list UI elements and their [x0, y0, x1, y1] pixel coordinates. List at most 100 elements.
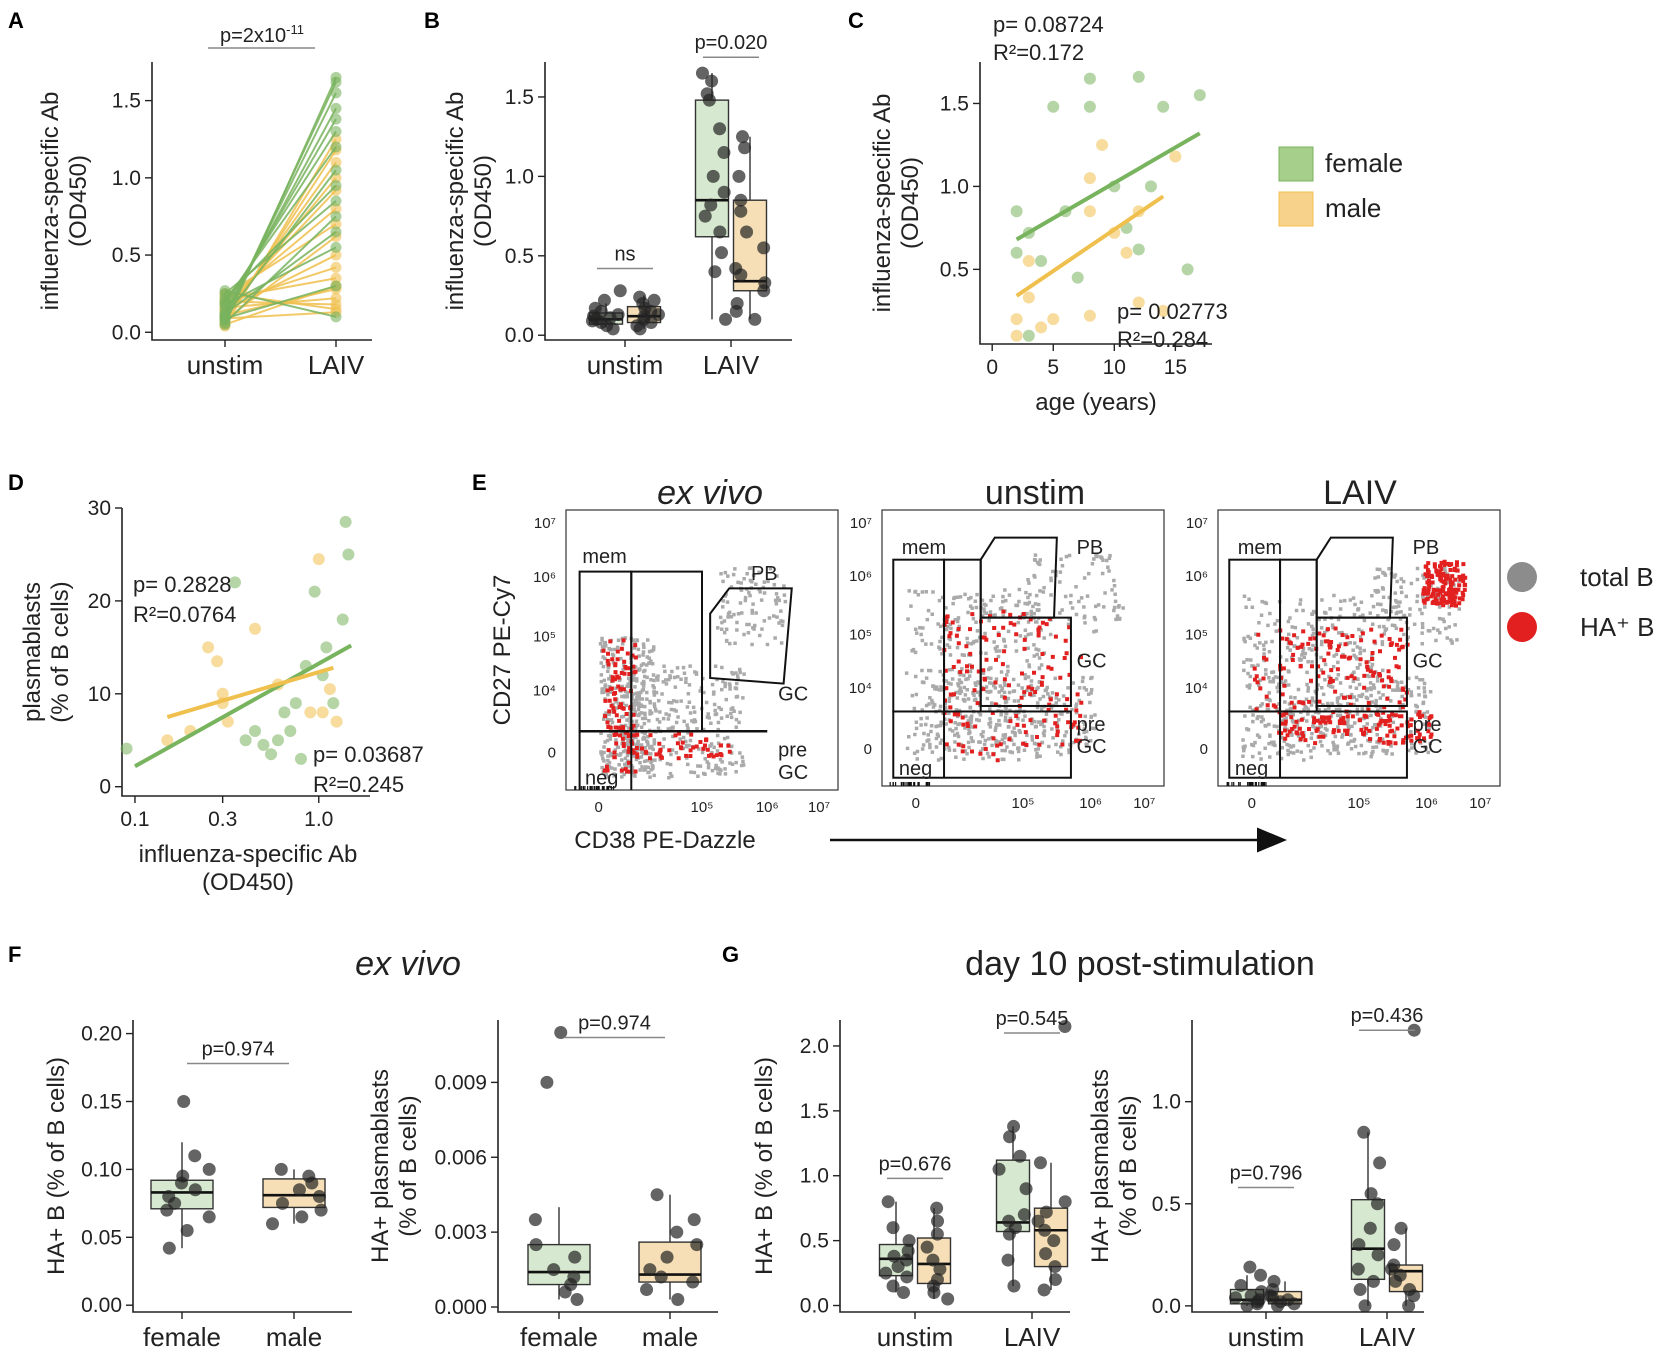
box-point [926, 1253, 940, 1267]
female-p-value: p= 0.03687 [313, 742, 424, 767]
scatter-point-female [1181, 263, 1194, 276]
gate-label-gc2: GC [1413, 736, 1443, 758]
box-point [188, 1149, 202, 1163]
ytick-label: 0.5 [112, 244, 141, 267]
box-point [1234, 1278, 1248, 1292]
pair-point-female [330, 280, 342, 292]
male-p-value: p= 0.2828 [133, 572, 231, 597]
ytick-label: 0.0 [112, 321, 141, 344]
box-point [568, 1250, 582, 1264]
pair-point-male [330, 261, 342, 273]
gate-label-mem: mem [582, 546, 626, 568]
ytick-label: 0.0 [1152, 1295, 1181, 1318]
flow-xtick-label: 10⁶ [1079, 795, 1102, 812]
box-point [654, 1270, 668, 1284]
box-point [1031, 1214, 1045, 1228]
flow-xtick-label: 10⁷ [1469, 795, 1491, 812]
flow-xtick-label: 0 [1248, 795, 1256, 812]
box-point [1039, 1247, 1053, 1261]
gate-label-mem: mem [1238, 537, 1282, 559]
ytick-label: 1.0 [800, 1165, 829, 1188]
box-point [1001, 1253, 1015, 1267]
panel-label-c: C [848, 8, 864, 33]
box-point [886, 1221, 900, 1235]
scatter-point-female [1083, 72, 1096, 85]
scatter-point-female [339, 515, 352, 528]
scatter-point-female [1035, 255, 1048, 268]
box-point [708, 265, 722, 279]
charts: 0.0 0.5 1.0 1.5 influenza-specific Ab (OD450)… [19, 12, 1424, 1352]
pvalue-label: p=0.436 [1351, 1005, 1424, 1027]
box-point [1243, 1260, 1257, 1274]
pair-line-male [224, 189, 337, 309]
box-point [901, 1244, 915, 1258]
pair-line-female [224, 289, 337, 318]
box-point [1387, 1238, 1401, 1252]
x-category-label: LAIV [1359, 1322, 1416, 1352]
ytick-label: 1.0 [112, 167, 141, 190]
box-point [1229, 1291, 1243, 1305]
x-axis-label-2: (OD450) [202, 869, 294, 896]
box-point [570, 1293, 584, 1307]
box-point [588, 301, 602, 315]
gate-label-pb: PB [1413, 537, 1440, 559]
box-point [992, 1162, 1006, 1176]
box-point [740, 225, 754, 239]
flow-ytick-label: 10⁶ [1185, 568, 1208, 585]
y-axis-label: HA+ plasmablasts [1087, 1069, 1114, 1263]
x-axis-label: age (years) [1035, 389, 1156, 416]
box-point [613, 284, 627, 298]
pair-point-male [330, 218, 342, 230]
scatter-point-male [330, 715, 343, 728]
box-point [941, 1292, 955, 1306]
box-point [706, 169, 720, 183]
legend-female-label: female [1325, 148, 1403, 178]
gate-pb [709, 587, 793, 685]
flow-xtick-label: 10⁶ [756, 799, 779, 816]
ytick-label: 1.0 [505, 165, 534, 188]
scatter-point-male [316, 706, 329, 719]
x-category-label: female [143, 1322, 221, 1352]
xtick-label: 0.1 [120, 808, 149, 831]
flow-ytick-label: 0 [1200, 741, 1208, 758]
box-point [1048, 1273, 1062, 1287]
y-axis-label: influenza-specific Ab [869, 94, 896, 313]
axis-F2 [497, 1020, 718, 1313]
box-point [1364, 1187, 1378, 1201]
box-point [1394, 1221, 1408, 1235]
box-point [1058, 1195, 1072, 1209]
flow-ytick-label: 0 [548, 745, 556, 762]
scatter-point-male [1096, 138, 1109, 151]
ytick-label: 0.10 [81, 1158, 122, 1181]
pair-point-female [330, 87, 342, 99]
gate-label-neg: neg [899, 758, 932, 780]
box-point [274, 1162, 288, 1176]
legend-female-swatch [1278, 146, 1314, 182]
box-point [902, 1234, 916, 1248]
scatter-point-female [1144, 180, 1157, 193]
x-category-label: unstim [877, 1322, 954, 1352]
gate-label-pre: pre [778, 739, 807, 761]
box-point [1002, 1214, 1016, 1228]
flow-title-1: unstim [985, 474, 1085, 512]
pair-line-female [224, 169, 337, 318]
flow-ytick-label: 10⁶ [533, 569, 556, 586]
flow-ytick-label: 10⁷ [534, 515, 556, 532]
ytick-label: 0.5 [505, 245, 534, 268]
box-point [698, 209, 712, 223]
flow-xtick-label: 10⁶ [1415, 795, 1438, 812]
ytick-label: 1.5 [800, 1100, 829, 1123]
box-point [202, 1210, 216, 1224]
gate-label-gc: GC [1077, 650, 1107, 672]
scatter-point-male [202, 641, 215, 654]
legend-ha-b-label: HA⁺ B [1580, 612, 1654, 642]
flow-ytick-label: 10⁷ [850, 515, 872, 532]
pair-point-male [330, 272, 342, 284]
scatter-point-female [228, 576, 241, 589]
box-point [1366, 1274, 1380, 1288]
ytick-label: 20 [88, 590, 111, 613]
box-point [881, 1195, 895, 1209]
scatter-point-male [211, 655, 224, 668]
gate-gc [979, 616, 1072, 707]
